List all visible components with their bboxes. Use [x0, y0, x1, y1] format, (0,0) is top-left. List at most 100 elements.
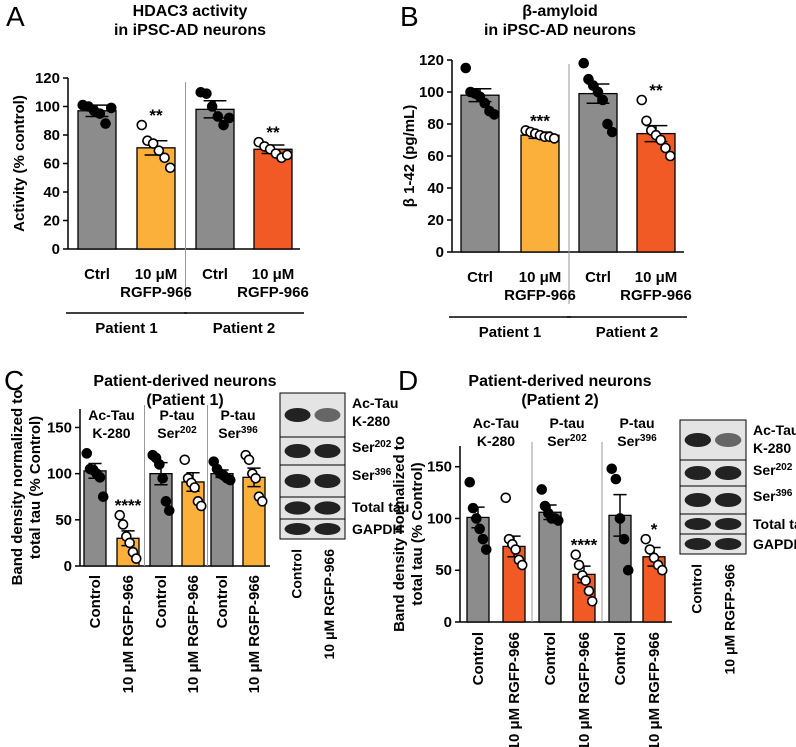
data-point [243, 454, 255, 466]
blot-band [284, 501, 311, 515]
data-point [602, 118, 613, 130]
x-tick-label: 10 μM [519, 269, 562, 286]
y-axis-label: Activity (% control) [11, 95, 28, 232]
group-label: P-tau [160, 407, 195, 423]
data-point [224, 474, 236, 486]
group-label-sup: 396 [241, 425, 258, 436]
data-point [592, 86, 604, 98]
data-point [500, 492, 512, 504]
group-label: K-280 [92, 425, 130, 441]
y-tick-label: 120 [419, 52, 444, 69]
x-tick-label: 10 μM RGFP-966 [246, 575, 263, 693]
x-tick-label: Ctrl [585, 269, 611, 286]
blot-label-sup: 202 [375, 439, 392, 450]
data-point [157, 472, 168, 484]
data-point [580, 575, 591, 586]
data-point [536, 484, 548, 495]
y-tick-label: 0 [64, 558, 72, 575]
significance: ** [649, 81, 663, 100]
blot-label: K-280 [352, 413, 390, 429]
blot-label: Total tau [352, 499, 409, 515]
group-label: K-280 [477, 433, 515, 449]
data-point [114, 509, 126, 521]
data-point [130, 553, 142, 564]
bar [578, 92, 618, 253]
blot-band [314, 523, 341, 535]
bar [195, 108, 235, 250]
y-tick-label: 20 [43, 213, 60, 230]
group-label: P-tau [550, 415, 585, 431]
blot-label: GAPDH [753, 536, 796, 552]
blot-label: Ser202 [352, 439, 392, 456]
data-point [597, 94, 609, 106]
x-tick-label: 10 μM [252, 266, 295, 283]
chart-title: in iPSC-AD neurons [114, 22, 266, 39]
chart-title: HDAC3 activity [133, 3, 248, 20]
y-axis-label: Band density normalized to [391, 436, 408, 632]
data-point [488, 109, 500, 120]
data-point [586, 595, 598, 607]
blot-band [714, 493, 742, 507]
data-point [644, 544, 656, 555]
data-point [250, 472, 261, 484]
data-point [154, 459, 165, 470]
data-point [480, 544, 492, 555]
blot-label-base: Ser [753, 462, 776, 478]
data-point [281, 149, 293, 161]
y-tick-label: 60 [427, 148, 444, 165]
blot-band [284, 408, 311, 422]
significance: **** [571, 536, 598, 555]
x-tick-label: Control [470, 632, 487, 685]
lane-label: 10 μM RGFP-966 [722, 564, 738, 675]
data-point [160, 496, 172, 507]
data-point [117, 519, 129, 530]
y-tick-label: 150 [47, 419, 72, 436]
blot-label-base: Ser [352, 439, 375, 455]
group-label-sup: 396 [640, 433, 657, 444]
y-tick-label: 40 [43, 184, 60, 201]
y-tick-label: 150 [427, 459, 452, 476]
blot-band [284, 474, 311, 488]
y-axis-label: Band density normalized to [9, 390, 26, 586]
data-point [479, 97, 491, 109]
blot-label-sup: 396 [375, 467, 392, 478]
data-point [164, 162, 176, 174]
bar [210, 472, 234, 567]
bar [242, 476, 266, 567]
group-label-base: Ser [218, 425, 241, 441]
data-point [105, 102, 117, 114]
x-tick-label: Ctrl [467, 269, 493, 286]
data-point [636, 94, 648, 106]
group-label: Ser396 [218, 425, 258, 442]
x-tick-label: Ctrl [84, 266, 110, 283]
blot-band [684, 466, 712, 480]
data-point [570, 549, 582, 561]
x-tick-label: Control [214, 575, 231, 628]
lane-label: 10 μM RGFP-966 [321, 549, 337, 660]
panel-label: B [400, 1, 419, 32]
group-label: Ser396 [617, 433, 657, 450]
x-tick-label: RGFP-966 [237, 284, 309, 301]
group-label: Patient 1 [479, 324, 542, 341]
data-point [189, 482, 200, 493]
chart-title: in iPSC-AD neurons [484, 22, 636, 39]
data-point [94, 108, 106, 119]
blot-band [714, 518, 742, 530]
data-point [212, 111, 224, 122]
group-label: Ser202 [547, 433, 587, 450]
data-point [656, 564, 668, 576]
blot-label: Ac-Tau [352, 395, 398, 411]
x-tick-label: 10 μM [135, 266, 178, 283]
significance: *** [530, 111, 550, 130]
y-tick-label: 50 [435, 562, 452, 579]
data-point [641, 115, 652, 127]
group-label-sup: 202 [570, 433, 587, 444]
blot-label-sup: 202 [776, 462, 793, 473]
data-point [124, 537, 135, 549]
group-label: P-tau [620, 415, 655, 431]
group-label: Patient 2 [213, 320, 276, 337]
significance: ** [149, 106, 163, 125]
blot-band [714, 466, 742, 480]
group-label-base: Ser [617, 433, 640, 449]
bar [460, 94, 500, 253]
